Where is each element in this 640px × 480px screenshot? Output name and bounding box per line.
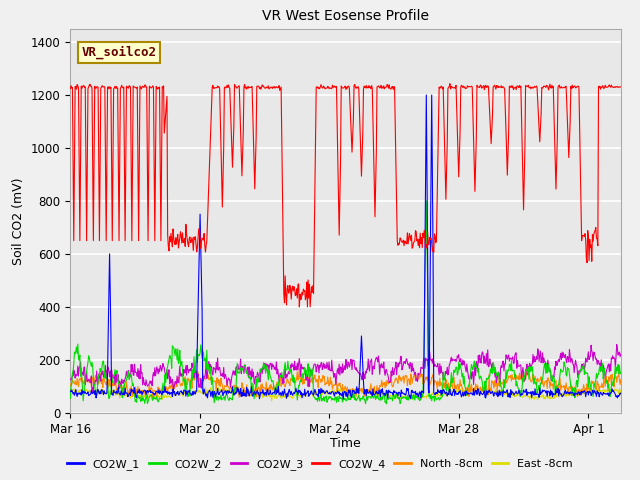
CO2W_2	[178, 359, 186, 364]
CO2W_1	[617, 391, 625, 396]
CO2W_3	[130, 372, 138, 378]
CO2W_4	[399, 240, 406, 245]
East -8cm	[617, 392, 625, 397]
CO2W_3	[179, 371, 186, 377]
Line: East -8cm: East -8cm	[70, 387, 621, 401]
CO2W_1	[422, 92, 430, 98]
CO2W_3	[399, 365, 406, 371]
CO2W_4	[446, 81, 454, 86]
CO2W_2	[422, 198, 430, 204]
North -8cm	[353, 385, 360, 391]
Line: CO2W_3: CO2W_3	[70, 345, 621, 394]
North -8cm	[67, 381, 74, 387]
North -8cm	[296, 366, 303, 372]
CO2W_3	[617, 351, 625, 357]
East -8cm	[353, 388, 360, 394]
Line: CO2W_2: CO2W_2	[70, 201, 621, 404]
CO2W_2	[489, 371, 497, 376]
CO2W_1	[489, 388, 497, 394]
CO2W_1	[129, 387, 137, 393]
North -8cm	[179, 383, 186, 388]
CO2W_4	[352, 85, 360, 91]
Title: VR West Eosense Profile: VR West Eosense Profile	[262, 10, 429, 24]
North -8cm	[489, 380, 497, 385]
Line: CO2W_1: CO2W_1	[70, 95, 621, 399]
Line: CO2W_4: CO2W_4	[70, 84, 621, 307]
CO2W_1	[352, 390, 360, 396]
East -8cm	[489, 388, 497, 394]
CO2W_2	[351, 395, 359, 401]
CO2W_2	[617, 370, 625, 375]
North -8cm	[129, 386, 137, 392]
North -8cm	[149, 395, 157, 401]
CO2W_4	[67, 86, 74, 92]
CO2W_1	[178, 390, 186, 396]
CO2W_4	[617, 84, 625, 90]
North -8cm	[141, 388, 148, 394]
CO2W_1	[141, 387, 148, 393]
CO2W_1	[339, 396, 347, 402]
East -8cm	[178, 391, 186, 396]
CO2W_2	[399, 395, 406, 400]
CO2W_3	[88, 391, 96, 396]
North -8cm	[617, 377, 625, 383]
CO2W_4	[141, 82, 148, 88]
Legend: CO2W_1, CO2W_2, CO2W_3, CO2W_4, North -8cm, East -8cm: CO2W_1, CO2W_2, CO2W_3, CO2W_4, North -8…	[63, 455, 577, 474]
CO2W_3	[613, 342, 621, 348]
CO2W_2	[141, 400, 148, 406]
CO2W_3	[488, 366, 495, 372]
CO2W_3	[141, 383, 149, 388]
CO2W_1	[399, 390, 406, 396]
East -8cm	[67, 390, 74, 396]
North -8cm	[399, 373, 407, 379]
CO2W_2	[383, 401, 390, 407]
CO2W_2	[129, 381, 137, 386]
CO2W_4	[296, 304, 303, 310]
Text: VR_soilco2: VR_soilco2	[81, 46, 156, 60]
East -8cm	[399, 394, 407, 400]
CO2W_3	[352, 365, 360, 371]
CO2W_4	[489, 112, 497, 118]
Line: North -8cm: North -8cm	[70, 369, 621, 398]
CO2W_1	[67, 388, 74, 394]
East -8cm	[141, 394, 148, 400]
CO2W_3	[67, 376, 74, 382]
CO2W_2	[67, 396, 74, 401]
East -8cm	[268, 398, 275, 404]
Y-axis label: Soil CO2 (mV): Soil CO2 (mV)	[12, 177, 26, 264]
East -8cm	[129, 393, 137, 398]
CO2W_4	[129, 83, 137, 89]
X-axis label: Time: Time	[330, 437, 361, 450]
East -8cm	[202, 384, 209, 390]
CO2W_4	[178, 240, 186, 246]
